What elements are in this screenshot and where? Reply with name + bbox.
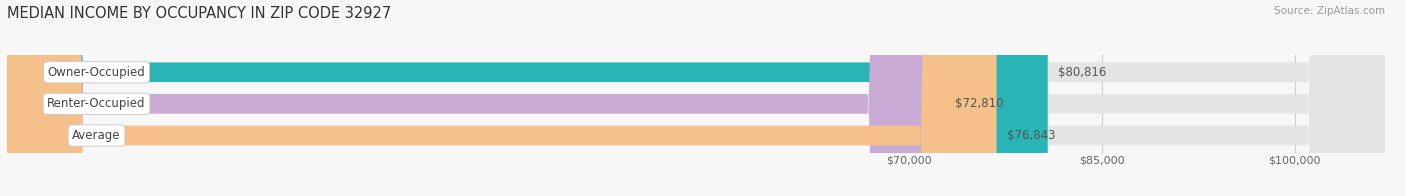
Text: $80,816: $80,816: [1059, 66, 1107, 79]
FancyBboxPatch shape: [7, 0, 997, 196]
Text: Average: Average: [72, 129, 121, 142]
Text: Renter-Occupied: Renter-Occupied: [48, 97, 146, 110]
Text: Source: ZipAtlas.com: Source: ZipAtlas.com: [1274, 6, 1385, 16]
FancyBboxPatch shape: [7, 0, 1047, 196]
Text: Owner-Occupied: Owner-Occupied: [48, 66, 145, 79]
FancyBboxPatch shape: [7, 0, 945, 196]
Text: MEDIAN INCOME BY OCCUPANCY IN ZIP CODE 32927: MEDIAN INCOME BY OCCUPANCY IN ZIP CODE 3…: [7, 6, 391, 21]
Text: $76,843: $76,843: [1007, 129, 1056, 142]
Text: $72,810: $72,810: [955, 97, 1004, 110]
FancyBboxPatch shape: [7, 0, 1385, 196]
FancyBboxPatch shape: [7, 0, 1385, 196]
FancyBboxPatch shape: [7, 0, 1385, 196]
